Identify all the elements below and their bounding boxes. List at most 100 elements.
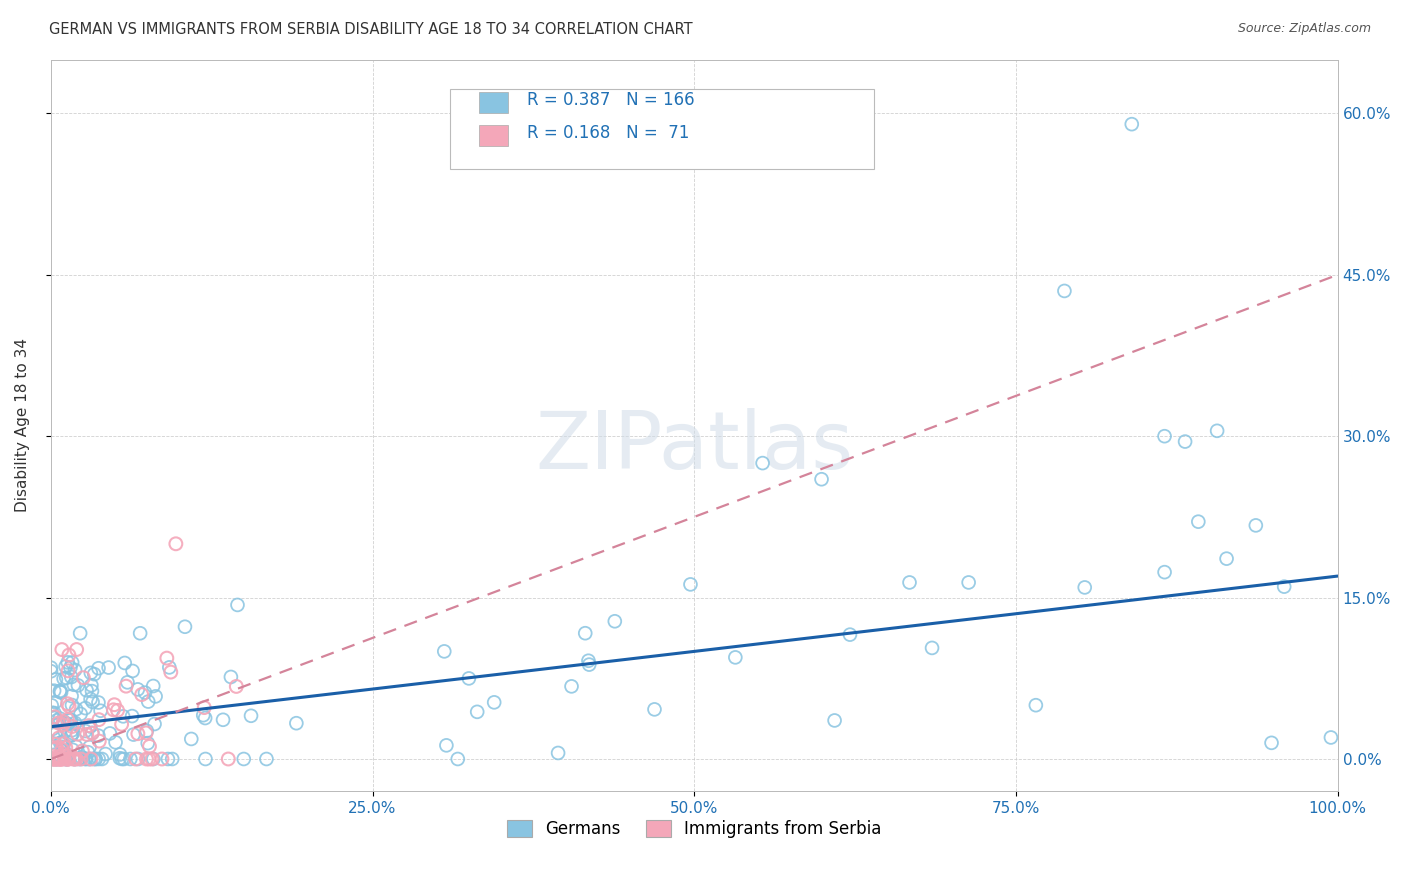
Point	[87, 713, 110, 727]
Point	[1153, 565, 1175, 579]
Point	[117, 675, 139, 690]
Point	[921, 640, 943, 655]
Point	[482, 695, 505, 709]
Point	[56, 717, 79, 731]
Point	[56, 656, 79, 670]
Point	[45, 740, 67, 755]
Point	[578, 654, 600, 668]
Point	[122, 728, 145, 742]
Point	[1244, 518, 1267, 533]
Point	[87, 729, 110, 743]
Point	[724, 650, 747, 665]
Point	[111, 717, 134, 731]
Point	[41, 698, 63, 713]
Text: R = 0.387   N = 166: R = 0.387 N = 166	[527, 91, 695, 109]
Point	[49, 685, 72, 699]
Point	[70, 752, 93, 766]
Point	[72, 744, 94, 758]
Point	[135, 752, 157, 766]
Point	[55, 752, 77, 766]
Point	[79, 752, 101, 766]
Point	[63, 715, 86, 730]
Point	[65, 702, 87, 716]
Point	[51, 742, 73, 756]
Point	[1215, 551, 1237, 566]
Point	[1272, 580, 1295, 594]
Point	[433, 644, 456, 658]
Point	[217, 752, 239, 766]
Point	[574, 626, 596, 640]
Point	[679, 577, 702, 591]
Point	[52, 672, 75, 686]
Point	[136, 695, 159, 709]
Point	[60, 656, 83, 670]
Point	[127, 752, 149, 766]
Point	[84, 752, 107, 766]
Point	[135, 723, 157, 738]
Point	[56, 752, 79, 766]
Point	[225, 680, 247, 694]
Y-axis label: Disability Age 18 to 34: Disability Age 18 to 34	[15, 338, 30, 512]
Point	[232, 752, 254, 766]
Point	[77, 745, 100, 759]
Point	[547, 746, 569, 760]
Point	[285, 716, 308, 731]
Point	[51, 739, 73, 754]
Point	[60, 723, 83, 738]
Point	[212, 713, 235, 727]
Point	[1187, 515, 1209, 529]
Point	[45, 673, 67, 687]
Point	[103, 698, 125, 712]
Point	[75, 752, 97, 766]
Point	[644, 702, 666, 716]
Point	[121, 709, 143, 723]
Point	[51, 735, 73, 749]
Point	[56, 752, 79, 766]
Point	[1053, 284, 1076, 298]
Point	[49, 712, 72, 726]
Point	[193, 700, 215, 714]
Point	[42, 752, 65, 766]
Legend: Germans, Immigrants from Serbia: Germans, Immigrants from Serbia	[501, 814, 889, 845]
FancyBboxPatch shape	[479, 125, 508, 146]
Point	[53, 715, 76, 730]
Point	[58, 748, 80, 763]
Text: Source: ZipAtlas.com: Source: ZipAtlas.com	[1237, 22, 1371, 36]
Point	[135, 726, 157, 740]
Point	[72, 671, 94, 685]
Point	[79, 692, 101, 706]
Point	[143, 717, 166, 731]
Point	[127, 682, 149, 697]
Point	[69, 626, 91, 640]
Point	[87, 696, 110, 710]
Point	[69, 752, 91, 766]
Point	[58, 699, 80, 714]
Point	[51, 642, 73, 657]
Point	[87, 752, 110, 766]
Point	[62, 752, 84, 766]
Point	[180, 731, 202, 746]
Point	[63, 752, 86, 766]
Point	[60, 698, 83, 712]
Point	[55, 659, 77, 673]
Point	[129, 626, 152, 640]
Point	[134, 685, 156, 699]
Point	[52, 744, 75, 758]
Point	[578, 657, 600, 672]
Point	[44, 747, 66, 762]
Point	[156, 651, 179, 665]
Point	[69, 706, 91, 721]
Point	[52, 717, 75, 731]
Point	[226, 598, 249, 612]
Point	[44, 710, 66, 724]
Point	[52, 737, 75, 751]
Point	[55, 752, 77, 766]
Text: GERMAN VS IMMIGRANTS FROM SERBIA DISABILITY AGE 18 TO 34 CORRELATION CHART: GERMAN VS IMMIGRANTS FROM SERBIA DISABIL…	[49, 22, 693, 37]
Point	[1206, 424, 1229, 438]
Point	[98, 726, 121, 740]
Point	[165, 537, 187, 551]
Point	[839, 627, 862, 641]
Point	[75, 701, 97, 715]
Point	[150, 752, 173, 766]
Point	[52, 747, 75, 761]
